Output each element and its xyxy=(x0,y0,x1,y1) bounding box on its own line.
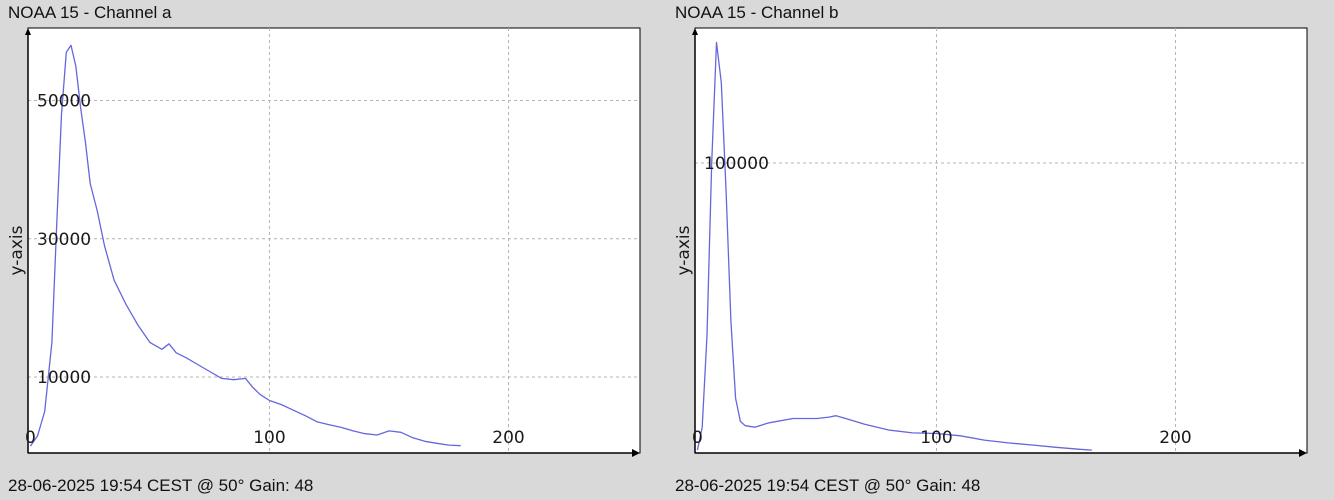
chart-channel-b: 0 100 200 100000 y-axis xyxy=(674,27,1308,457)
y-axis-arrow-icon xyxy=(25,28,31,35)
capture-info: 28-06-2025 19:54 CEST @ 50° Gain: 48 xyxy=(675,476,981,495)
chart-title: NOAA 15 - Channel a xyxy=(8,3,172,22)
y-tick-label: 50000 xyxy=(37,92,91,112)
plot-area xyxy=(27,27,641,454)
x-tick-label: 200 xyxy=(1159,428,1191,448)
chart-channel-a: 0 100 200 10000 30000 50000 y-axis xyxy=(7,27,641,457)
series-line xyxy=(696,41,1092,451)
y-tick-label: 100000 xyxy=(704,154,769,174)
plot-area xyxy=(694,27,1308,454)
x-tick-label: 100 xyxy=(920,428,952,448)
chart-title: NOAA 15 - Channel b xyxy=(675,3,839,22)
y-axis-arrow-icon xyxy=(692,28,698,35)
x-axis-arrow-icon xyxy=(1299,449,1307,457)
x-axis-arrow-icon xyxy=(632,449,640,457)
y-tick-label: 10000 xyxy=(37,368,91,388)
x-tick-label: 0 xyxy=(692,428,703,448)
chart-panel-channel-a: 0 100 200 10000 30000 50000 y-axis NOAA 15 - C… xyxy=(7,3,641,495)
y-tick-label: 30000 xyxy=(37,230,91,250)
y-axis-title: y-axis xyxy=(7,225,27,275)
x-tick-label: 100 xyxy=(253,428,285,448)
series-line xyxy=(29,44,461,447)
y-axis-title: y-axis xyxy=(674,225,694,275)
capture-info: 28-06-2025 19:54 CEST @ 50° Gain: 48 xyxy=(8,476,314,495)
x-tick-label: 200 xyxy=(492,428,524,448)
x-tick-label: 0 xyxy=(25,428,36,448)
chart-panel-channel-b: 0 100 200 100000 y-axis NOAA 15 - Channel b … xyxy=(667,0,1334,500)
